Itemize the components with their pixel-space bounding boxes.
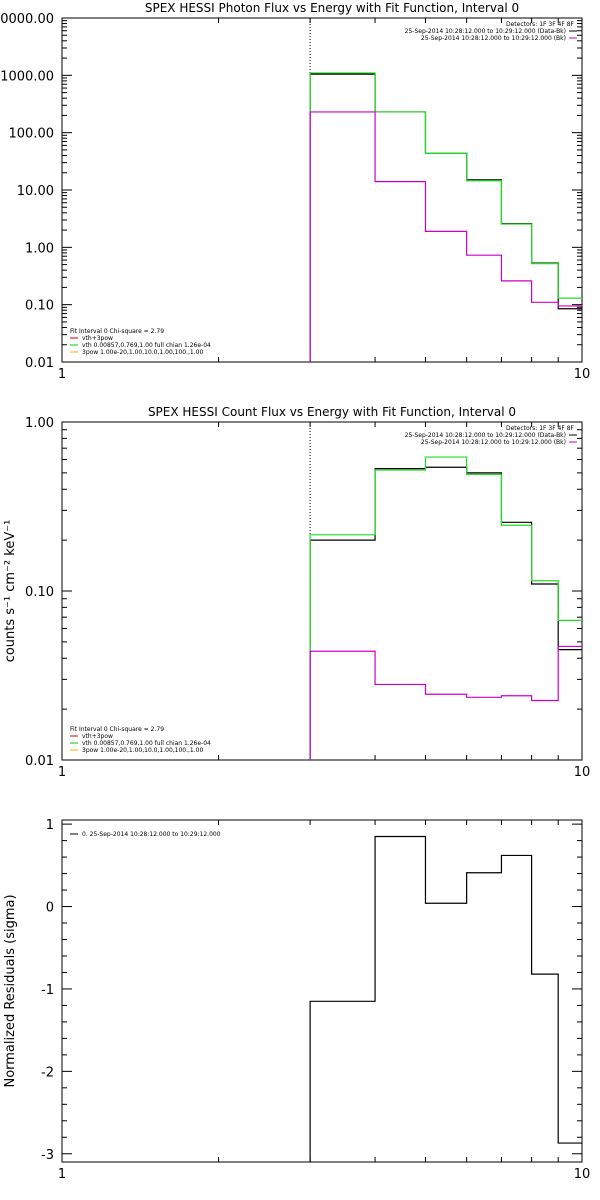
y-tick-label: -1 [41,983,54,998]
x-tick-label: 1 [58,765,66,780]
legend-entry-label: 25-Sep-2014 10:28:12.000 to 10:29:12.000… [405,432,566,439]
panel-1: SPEX HESSI Photon Flux vs Energy with Fi… [0,1,590,382]
series-1-line [309,466,582,760]
y-axis-label: counts s⁻¹ cm⁻² keV⁻¹ [3,520,18,663]
series-1-line [309,73,582,362]
series-3-line [309,111,582,362]
legend-entry-label: 0. 25-Sep-2014 10:28:12.000 to 10:29:12.… [82,831,221,838]
legend-entry-label: 3pow 1.00e-20,1.00,10.0,1.00,100.,1.00 [82,349,203,356]
legend-entry-label: vth 0.00857,0.769,1.00 full chian 1.26e-… [82,740,211,747]
detectors-label: Detectors: 1F 3F 4F 8F [506,425,575,432]
series-2-line [309,456,582,760]
y-tick-label: 1000.00 [0,69,54,84]
legend-entry-label: Fit Interval 0 Chi-square = 2.79 [70,726,164,733]
y-tick-label: 1.00 [25,416,54,431]
x-tick-label: 10 [574,1167,591,1182]
plot-frame [61,421,583,761]
chart-title: SPEX HESSI Count Flux vs Energy with Fit… [148,405,516,419]
panel-3: Normalized Residuals (sigma) 1 10 -3 -2 -1 0 1 0… [3,818,590,1182]
x-tick-label: 1 [58,1167,66,1182]
y-tick-label: 0.10 [25,585,54,600]
y-tick-label: 0 [46,901,54,916]
y-axis-label: Normalized Residuals (sigma) [3,894,18,1087]
legend-entry-label: 25-Sep-2014 10:28:12.000 to 10:29:12.000… [421,35,566,42]
y-tick-label: 1.00 [25,241,54,256]
y-tick-label: 0.10 [25,299,54,314]
y-tick-label: -2 [41,1065,54,1080]
detectors-label: Detectors: 1F 3F 4F 8F [506,21,575,28]
y-tick-label: 0.01 [25,754,54,769]
legend-entry-label: vth 0.00857,0.769,1.00 full chian 1.26e-… [82,342,211,349]
x-tick-label: 1 [58,367,66,382]
y-tick-label: 10.00 [17,184,54,199]
plot-frame [61,819,583,1163]
legend-entry-label: 3pow 1.00e-20,1.00,10.0,1.00,100.,1.00 [82,747,203,754]
x-tick-label: 10 [574,765,591,780]
legend-entry-label: vth+3pow [82,733,113,740]
panel-2: SPEX HESSI Count Flux vs Energy with Fit… [3,405,590,780]
y-tick-label: 100.00 [9,127,55,142]
chart-title: SPEX HESSI Photon Flux vs Energy with Fi… [145,1,519,15]
legend-entry-label: 25-Sep-2014 10:28:12.000 to 10:29:12.000… [405,28,566,35]
y-tick-label: 0.01 [25,356,54,371]
y-tick-label: -3 [41,1148,54,1163]
legend-entry-label: vth+3pow [82,335,113,342]
legend-entry-label: Fit Interval 0 Chi-square = 2.79 [70,328,164,335]
series-2-line [309,72,582,362]
plot-frame [61,17,583,363]
series-3-line [309,645,582,760]
x-tick-label: 10 [574,367,591,382]
legend-entry-label: 25-Sep-2014 10:28:12.000 to 10:29:12.000… [421,439,566,446]
y-tick-label: 10000.00 [0,12,54,27]
series-1-line [309,835,582,1162]
y-tick-label: 1 [46,818,54,833]
